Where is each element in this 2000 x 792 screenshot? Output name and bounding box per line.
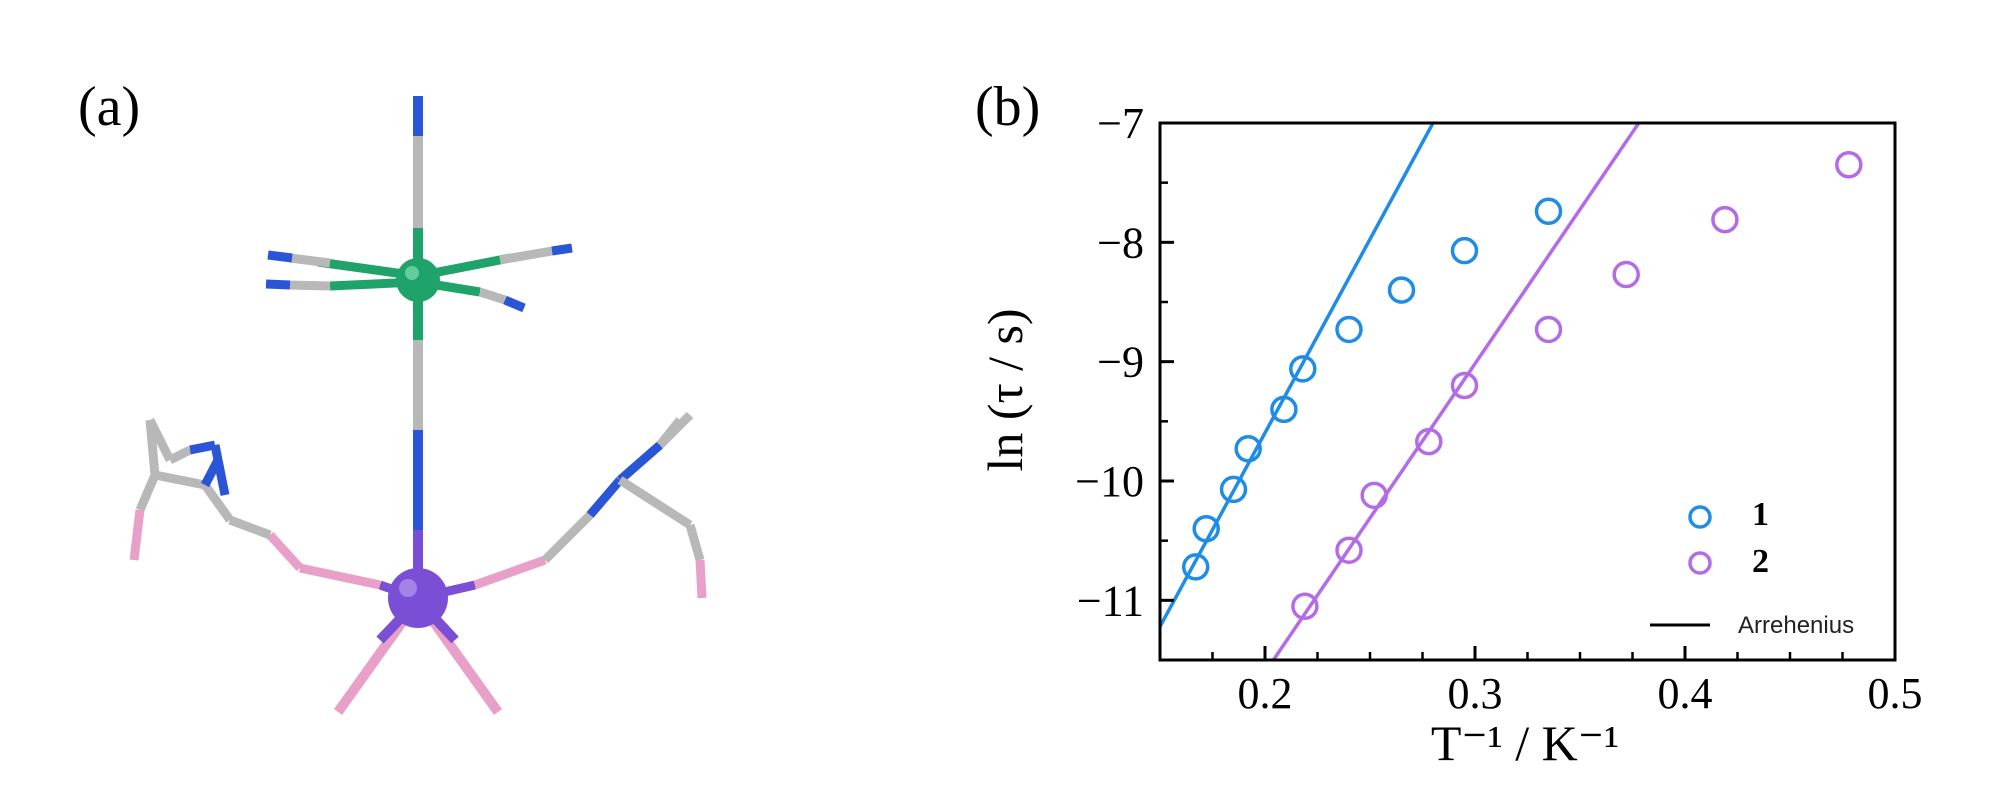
data-point-series2-8 bbox=[1835, 151, 1863, 179]
data-point-series2-4 bbox=[1450, 371, 1479, 400]
data-point-series2-5 bbox=[1534, 315, 1563, 344]
y-axis-title: ln (τ / s) bbox=[977, 308, 1033, 471]
panel-b-label: (b) bbox=[975, 76, 1040, 138]
data-point-series2-1 bbox=[1335, 536, 1363, 564]
data-point-series1-8 bbox=[1450, 236, 1479, 265]
data-point-series1-1 bbox=[1192, 514, 1220, 543]
x-tick-label: 0.3 bbox=[1448, 669, 1503, 718]
data-point-series1-0 bbox=[1181, 553, 1210, 581]
legend: 1 2 Arrehenius bbox=[1650, 496, 1854, 639]
legend-marker-1 bbox=[1688, 505, 1712, 529]
data-point-series1-2 bbox=[1219, 475, 1248, 504]
legend-label-2: 2 bbox=[1752, 543, 1769, 580]
x-tick-label: 0.2 bbox=[1238, 669, 1293, 718]
y-axis-label: ln (τ / s) bbox=[977, 308, 1033, 471]
x-axis-label: T⁻¹ / K⁻¹ bbox=[1431, 715, 1619, 771]
legend-label-1: 1 bbox=[1752, 496, 1769, 533]
molecule-structure bbox=[129, 96, 707, 715]
relaxation-time-chart: −7 −8 −9 −10 −11 0.2 0.3 0.4 0.5 ln (τ / s) T⁻¹… bbox=[977, 99, 1923, 771]
x-tick-label: 0.4 bbox=[1658, 669, 1713, 718]
y-tick-label: −11 bbox=[1077, 576, 1144, 625]
data-point-series1-3 bbox=[1234, 435, 1262, 463]
x-tick-label: 0.5 bbox=[1868, 669, 1923, 718]
data-point-series2-0 bbox=[1291, 592, 1319, 621]
panel-a-label: (a) bbox=[78, 76, 140, 138]
plot-frame bbox=[1158, 121, 1897, 662]
x-axis-ticks: 0.2 0.3 0.4 0.5 bbox=[1158, 646, 1923, 718]
data-point-series1-9 bbox=[1534, 197, 1563, 226]
data-point-series1-4 bbox=[1270, 395, 1298, 424]
y-tick-label: −9 bbox=[1097, 338, 1144, 387]
legend-line-label: Arrehenius bbox=[1738, 612, 1854, 639]
data-point-series2-6 bbox=[1612, 260, 1640, 289]
data-point-series2-2 bbox=[1360, 481, 1388, 510]
y-tick-label: −7 bbox=[1097, 99, 1144, 148]
legend-marker-2 bbox=[1688, 551, 1712, 575]
fit-lines bbox=[1160, 123, 1641, 660]
y-axis-ticks: −7 −8 −9 −10 −11 bbox=[1075, 99, 1174, 662]
data-point-series2-7 bbox=[1711, 205, 1739, 234]
data-points bbox=[1181, 151, 1863, 621]
y-tick-label: −8 bbox=[1097, 218, 1144, 267]
data-point-series1-7 bbox=[1387, 276, 1416, 304]
data-point-series1-6 bbox=[1335, 315, 1363, 344]
arrhenius-fit-line-1 bbox=[1160, 123, 1435, 628]
data-point-series1-5 bbox=[1289, 355, 1317, 383]
y-tick-label: −10 bbox=[1075, 457, 1144, 506]
data-point-series2-3 bbox=[1415, 427, 1443, 456]
